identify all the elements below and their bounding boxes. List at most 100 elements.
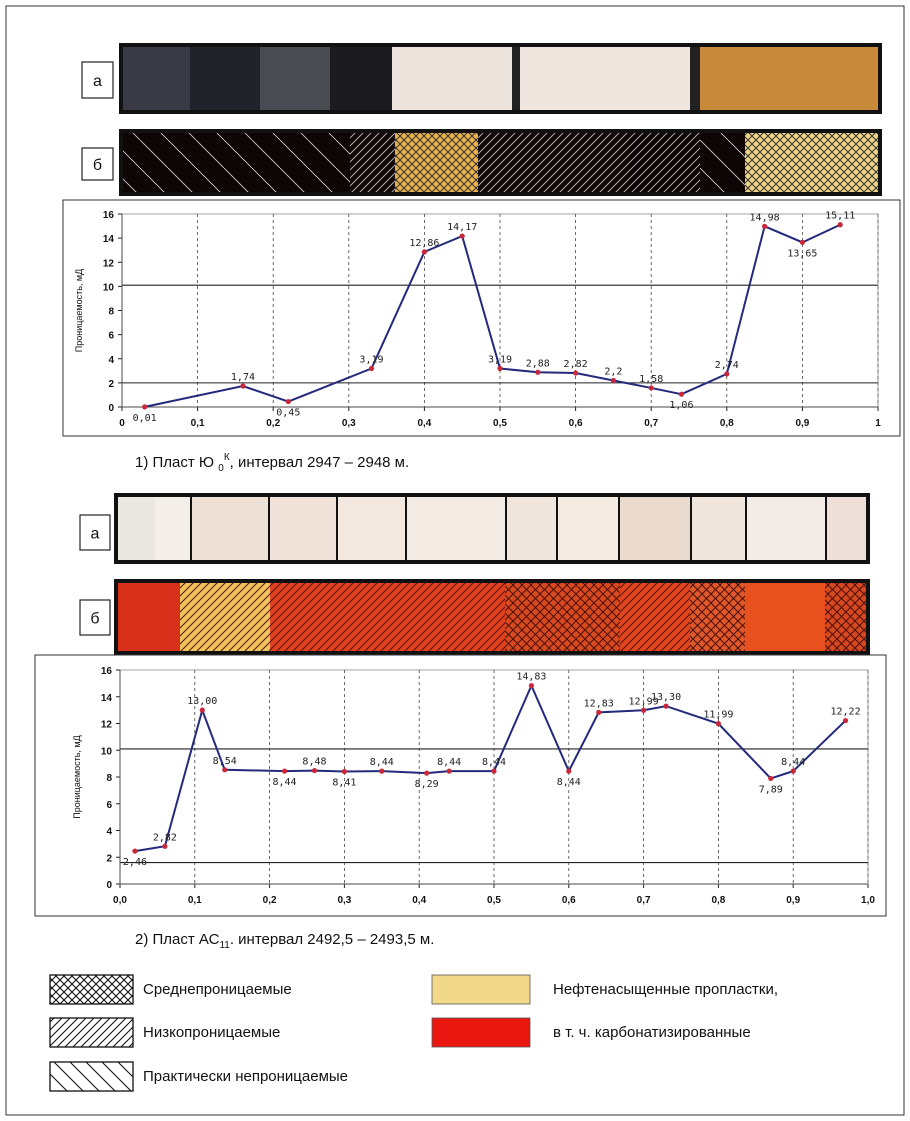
value-label: 12,86 [409, 238, 439, 249]
data-point [368, 365, 375, 372]
x-tick-label: 0,4 [417, 418, 431, 429]
value-label: 8,54 [213, 756, 237, 767]
legend-label: Практически непроницаемые [143, 1068, 348, 1085]
value-label: 15,11 [825, 211, 855, 222]
data-point [648, 385, 654, 391]
core-segment [190, 47, 260, 110]
charts: 0 0,1 0,2 0,3 0,4 0,5 0,6 0,7 0,8 0,9 102468101214… [34, 199, 901, 951]
data-point [566, 768, 572, 774]
data-point [281, 768, 288, 774]
core-hatch [123, 133, 350, 192]
data-point [497, 365, 503, 372]
legend-label: Низкопроницаемые [143, 1024, 280, 1041]
y-axis-label: Проницаемость, мД [72, 735, 82, 818]
core-hatch [700, 133, 745, 192]
legend-swatch [49, 974, 134, 1005]
core-segment [690, 47, 700, 110]
y-tick-label: 12 [101, 720, 113, 731]
strip-label-box [81, 147, 114, 181]
caption: 2) Пласт АС11. интервал 2492,5 – 2493,5 … [135, 931, 434, 951]
x-tick-label: 0,9 [795, 418, 809, 429]
y-tick-label: 0 [108, 403, 114, 414]
value-label: 12,83 [584, 698, 614, 709]
core-segment [330, 47, 392, 110]
x-tick-label: 0,4 [412, 895, 426, 906]
data-point [379, 768, 385, 774]
data-point [199, 707, 205, 713]
x-tick-label: 0,3 [337, 895, 351, 906]
x-tick-label: 0,8 [720, 418, 734, 429]
value-label: 8,44 [370, 757, 394, 768]
legend-label: Среднепроницаемые [143, 981, 292, 998]
x-tick-label: 0,2 [263, 895, 277, 906]
value-label: 1,58 [639, 374, 663, 385]
data-point [678, 391, 685, 397]
legend-label: Нефтенасыщенные пропластки, [553, 981, 778, 998]
data-point [596, 709, 602, 715]
value-label: 1,74 [231, 372, 255, 383]
legend-swatch [431, 1017, 531, 1048]
caption-part: К [224, 452, 230, 463]
core-segment [155, 497, 190, 560]
x-tick-label: 0,1 [188, 895, 202, 906]
y-tick-label: 4 [106, 827, 112, 838]
caption-part: , интервал 2947 – 2948 м. [230, 454, 410, 471]
value-label: 2,74 [715, 360, 739, 371]
y-tick-label: 12 [103, 258, 115, 269]
core-segment [700, 47, 878, 110]
data-point [162, 843, 168, 849]
y-tick-label: 4 [108, 355, 114, 366]
x-tick-label: 0,1 [191, 418, 205, 429]
line-chart: 0,0 0,1 0,2 0,3 0,4 0,5 0,6 0,7 0,8 0,9 1,0 0 2 4 6 8 10… [34, 654, 887, 951]
core-hatch [690, 583, 745, 651]
strip-label-box [79, 514, 111, 551]
value-label: 3,19 [488, 355, 512, 366]
core-segment [745, 583, 825, 651]
core-strips: а б а б [79, 43, 882, 655]
strip-label: а [91, 526, 100, 543]
value-label: 11,99 [703, 710, 733, 721]
value-label: 12,99 [629, 696, 659, 707]
core-segment [260, 47, 330, 110]
value-label: 14,98 [750, 212, 780, 223]
data-point [528, 683, 535, 689]
x-tick-label: 1,0 [861, 895, 875, 906]
core-hatch [270, 583, 505, 651]
core-segment [392, 47, 512, 110]
caption-part: 11 [219, 940, 230, 951]
core-segment [338, 497, 405, 560]
strip-label: а [93, 73, 102, 90]
core-segment [827, 497, 866, 560]
value-label: 2,88 [526, 358, 550, 369]
core-segment [620, 497, 690, 560]
legend-swatch [49, 1061, 134, 1092]
y-tick-label: 0 [106, 880, 112, 891]
legend-label: в т. ч. карбонатизированные [553, 1024, 751, 1041]
strip-label: б [93, 157, 102, 174]
strip-label: б [90, 611, 99, 628]
x-tick-label: 0,6 [569, 418, 583, 429]
value-label: 2,46 [123, 857, 147, 868]
x-tick-label: 1 [875, 418, 881, 429]
y-tick-label: 6 [108, 331, 114, 342]
y-axis-label: Проницаемость, мД [74, 269, 84, 352]
x-tick-label: 0,9 [786, 895, 800, 906]
core-hatch [745, 133, 878, 192]
page-frame [5, 5, 905, 1116]
data-point [842, 717, 849, 724]
x-tick-label: 0 [119, 418, 125, 429]
data-point [610, 377, 617, 384]
value-label: 0,45 [276, 408, 300, 419]
value-label: 0,01 [133, 413, 157, 424]
value-label: 8,41 [332, 778, 356, 789]
data-point [446, 768, 452, 774]
core-segment [118, 583, 180, 651]
chart-frame [34, 654, 887, 917]
data-point [240, 383, 246, 389]
value-label: 12,22 [831, 707, 861, 718]
plot-border [119, 669, 869, 885]
core-hatch [825, 583, 866, 651]
x-tick-label: 0,7 [644, 418, 658, 429]
value-label: 8,44 [781, 757, 805, 768]
data-point [715, 721, 722, 727]
